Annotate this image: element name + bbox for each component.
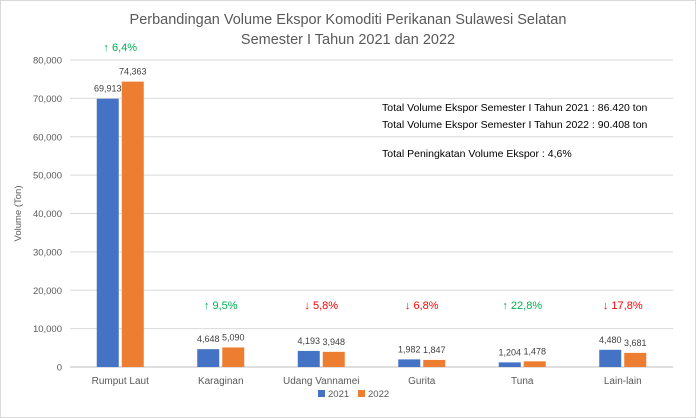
arrow-up-icon: ↑ (204, 300, 213, 312)
data-label: 4,480 (599, 335, 622, 345)
x-tick-label: Rumput Laut (92, 376, 149, 387)
y-axis-label: Volume (Ton) (13, 186, 24, 242)
x-tick-label: Udang Vannamei (283, 376, 360, 387)
data-label: 1,478 (523, 346, 546, 356)
data-label: 4,648 (197, 334, 220, 344)
arrow-down-icon: ↓ (603, 300, 612, 312)
y-tick-label: 20,000 (33, 286, 62, 297)
arrow-down-icon: ↓ (405, 300, 414, 312)
change-indicator: ↓ 6,8% (405, 300, 439, 312)
change-indicator: ↑ 9,5% (204, 300, 238, 312)
change-indicator: ↓ 17,8% (603, 300, 643, 312)
change-percent: 6,4% (112, 42, 137, 54)
bar-2022-tuna (523, 361, 546, 367)
change-percent: 9,5% (212, 300, 237, 312)
y-tick-label: 50,000 (33, 171, 62, 182)
change-percent: 17,8% (611, 300, 642, 312)
y-tick-label: 80,000 (33, 56, 62, 67)
change-percent: 5,8% (313, 300, 338, 312)
data-label: 4,193 (297, 336, 320, 346)
data-label: 3,681 (624, 338, 647, 348)
x-tick-label: Gurita (408, 376, 436, 387)
data-label: 1,982 (398, 344, 421, 354)
change-percent: 22,8% (511, 300, 542, 312)
legend-swatch-2022 (358, 390, 365, 397)
data-label: 69,913 (94, 84, 122, 94)
legend-label: 2022 (368, 389, 389, 400)
chart-title-line-2: Semester I Tahun 2021 dan 2022 (241, 32, 455, 48)
arrow-down-icon: ↓ (304, 300, 313, 312)
change-indicator: ↓ 5,8% (304, 300, 338, 312)
bar-2022-karaginan (222, 347, 245, 367)
arrow-up-icon: ↑ (103, 42, 112, 54)
y-tick-label: 40,000 (33, 209, 62, 220)
bar-2021-udang-vannamei (297, 350, 320, 367)
data-label: 1,204 (498, 347, 521, 357)
data-label: 5,090 (222, 332, 245, 342)
bar-2022-gurita (423, 359, 446, 367)
change-percent: 6,8% (413, 300, 438, 312)
change-indicator: ↑ 6,4% (103, 42, 137, 54)
bar-2022-udang-vannamei (322, 351, 345, 367)
bar-2021-lain-lain (599, 349, 622, 367)
legend-swatch-2021 (318, 390, 325, 397)
arrow-up-icon: ↑ (502, 300, 511, 312)
x-tick-label: Karaginan (198, 376, 244, 387)
data-label: 3,948 (322, 337, 345, 347)
y-tick-label: 0 (57, 363, 62, 374)
bar-2022-rumput-laut (121, 81, 144, 367)
x-tick-label: Lain-lain (604, 376, 642, 387)
y-tick-label: 60,000 (33, 132, 62, 143)
bar-2022-lain-lain (624, 352, 647, 367)
data-label: 74,363 (119, 67, 147, 77)
annotation-text: Total Volume Ekspor Semester I Tahun 202… (382, 102, 648, 114)
change-indicator: ↑ 22,8% (502, 300, 542, 312)
y-tick-label: 70,000 (33, 94, 62, 105)
chart-title-line-1: Perbandingan Volume Ekspor Komoditi Peri… (130, 12, 567, 28)
y-tick-label: 10,000 (33, 324, 62, 335)
annotation-text: Total Peningkatan Volume Ekspor : 4,6% (382, 148, 572, 160)
data-label: 1,847 (423, 345, 446, 355)
bar-2021-karaginan (197, 349, 220, 367)
bar-2021-rumput-laut (96, 98, 119, 367)
annotation-text: Total Volume Ekspor Semester I Tahun 202… (382, 119, 648, 131)
legend-label: 2021 (328, 389, 349, 400)
y-tick-label: 30,000 (33, 247, 62, 258)
x-tick-label: Tuna (511, 376, 534, 387)
bar-2021-tuna (498, 362, 521, 367)
bar-2021-gurita (398, 359, 421, 367)
